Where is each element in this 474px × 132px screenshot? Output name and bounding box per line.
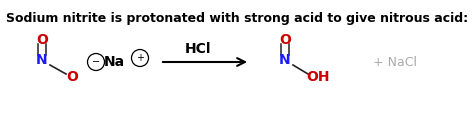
Text: O: O bbox=[66, 70, 78, 84]
Text: +: + bbox=[136, 53, 144, 63]
Text: N: N bbox=[36, 53, 48, 67]
Text: N: N bbox=[279, 53, 291, 67]
Text: Na: Na bbox=[103, 55, 125, 69]
Text: O: O bbox=[36, 33, 48, 47]
Text: Sodium nitrite is protonated with strong acid to give nitrous acid:: Sodium nitrite is protonated with strong… bbox=[6, 12, 468, 25]
Text: HCl: HCl bbox=[185, 42, 211, 56]
Text: O: O bbox=[279, 33, 291, 47]
Text: −: − bbox=[92, 57, 100, 67]
Text: OH: OH bbox=[306, 70, 330, 84]
Text: + NaCl: + NaCl bbox=[373, 55, 417, 69]
